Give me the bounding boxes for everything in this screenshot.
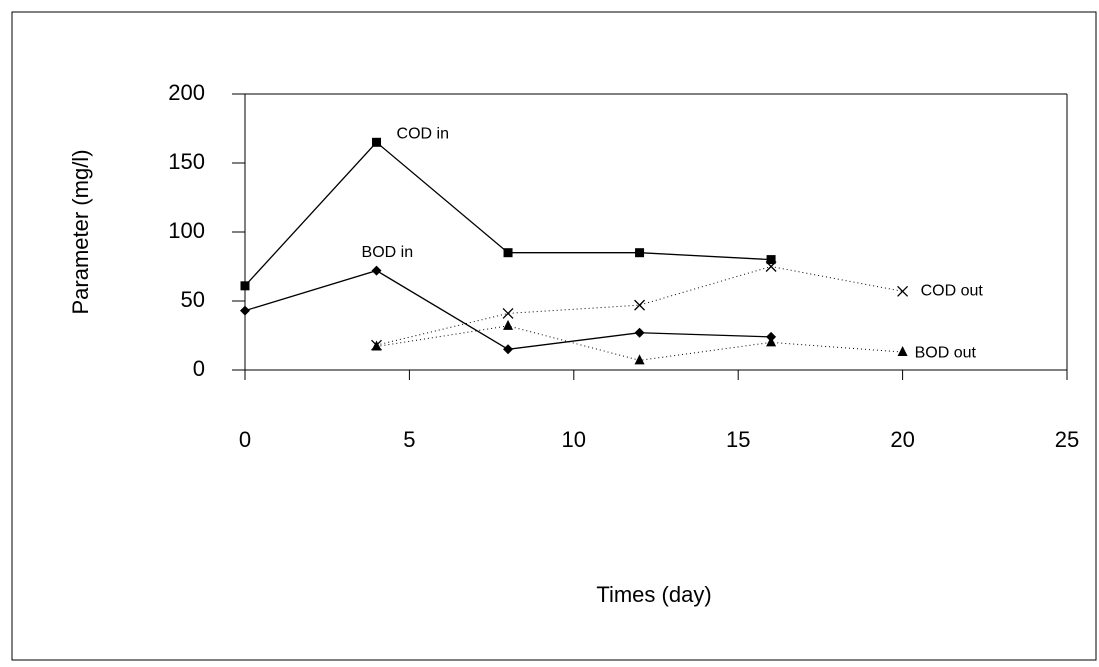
y-tick-label: 150 xyxy=(168,149,205,174)
series-label: COD out xyxy=(921,283,984,300)
marker xyxy=(240,281,250,291)
marker xyxy=(634,327,645,338)
x-tick-label: 10 xyxy=(562,427,586,452)
marker xyxy=(634,354,645,365)
marker xyxy=(503,319,514,330)
x-tick-label: 0 xyxy=(239,427,251,452)
series-line xyxy=(376,325,903,361)
x-tick-label: 20 xyxy=(890,427,914,452)
x-tick-label: 25 xyxy=(1055,427,1079,452)
y-tick-label: 50 xyxy=(181,287,205,312)
y-tick-label: 100 xyxy=(168,218,205,243)
series-label: BOD out xyxy=(915,344,977,361)
marker xyxy=(766,336,777,347)
x-tick-label: 5 xyxy=(403,427,415,452)
x-tick-label: 15 xyxy=(726,427,750,452)
marker xyxy=(634,299,646,311)
marker xyxy=(897,285,909,297)
y-tick-label: 200 xyxy=(168,80,205,105)
marker xyxy=(371,340,382,351)
marker xyxy=(897,346,908,357)
chart-frame xyxy=(11,11,1097,661)
series-line xyxy=(376,265,903,346)
marker xyxy=(503,344,514,355)
marker xyxy=(635,248,645,258)
marker xyxy=(503,248,513,258)
x-axis-title: Times (day) xyxy=(596,582,711,607)
series-label: COD in xyxy=(397,126,449,143)
marker xyxy=(371,265,382,276)
marker xyxy=(765,261,777,272)
y-tick-label: 0 xyxy=(193,356,205,381)
marker xyxy=(372,137,382,147)
marker xyxy=(240,305,250,316)
series-label: BOD in xyxy=(362,244,414,261)
marker xyxy=(502,307,514,319)
y-axis-title: Parameter (mg/l) xyxy=(68,149,93,314)
marker xyxy=(766,255,776,265)
